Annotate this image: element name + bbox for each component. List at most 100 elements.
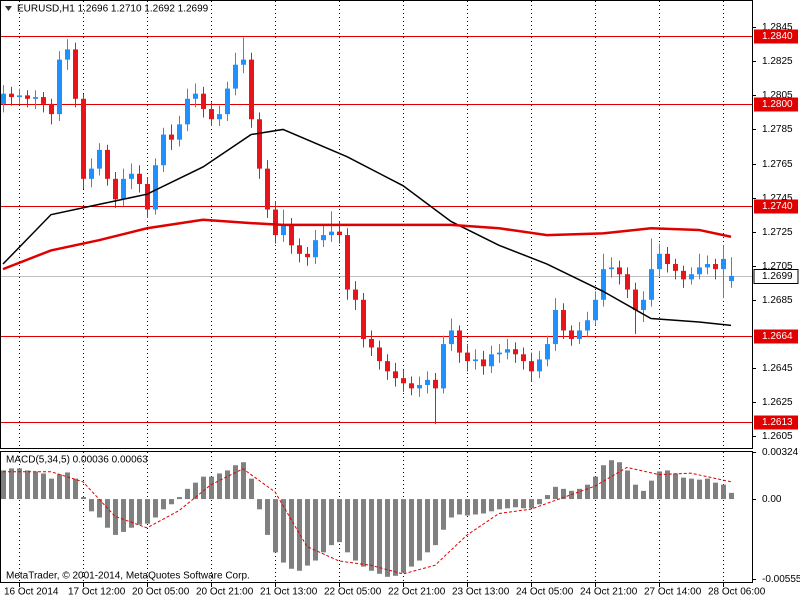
level-box [754, 29, 798, 44]
macd-bar [217, 473, 222, 500]
macd-bar [673, 473, 678, 500]
candle-body [425, 379, 430, 385]
y-tick-label: 1.2685 [762, 295, 793, 306]
candle-body [665, 253, 670, 265]
y-tick-label: 1.2705 [762, 261, 793, 272]
candle-body [657, 253, 662, 270]
watermark: MetaTrader, © 2001-2014, MetaQuotes Soft… [6, 571, 250, 582]
macd-bar [473, 499, 478, 515]
candle-body [257, 119, 262, 169]
level-box [754, 97, 798, 112]
macd-bar [321, 499, 326, 553]
level-label: 1.2800 [762, 99, 793, 110]
candle-body [297, 245, 302, 254]
macd-bar [537, 499, 542, 505]
macd-bar [401, 499, 406, 573]
candle-body [417, 384, 422, 389]
macd-bar [729, 492, 734, 500]
macd-bar [441, 499, 446, 530]
macd-bar [433, 499, 438, 546]
macd-bar [65, 472, 70, 500]
macd-bar [57, 474, 62, 500]
candle-body [121, 178, 126, 200]
candle-body [537, 359, 542, 372]
macd-bar [377, 499, 382, 574]
candle-body [393, 371, 398, 379]
candle-body [273, 209, 278, 236]
macd-bar [185, 488, 190, 500]
candle-body [617, 267, 622, 275]
indicator-title: MACD(5,34,5) 0.00036 0.00063 [6, 455, 148, 466]
candle-body [593, 299, 598, 321]
macd-bar [409, 499, 414, 567]
macd-bar [561, 488, 566, 500]
macd-bar [665, 470, 670, 500]
macd-bar [657, 471, 662, 500]
candle-body [721, 258, 726, 270]
macd-bar [113, 499, 118, 535]
macd-bar [233, 465, 238, 500]
candle-body [89, 168, 94, 179]
macd-bar [305, 499, 310, 566]
macd-bar [89, 499, 94, 512]
macd-bar [297, 499, 302, 571]
candle-body [33, 97, 38, 99]
macd-bar [81, 497, 86, 500]
candle-body [553, 310, 558, 345]
candle-body [633, 289, 638, 311]
macd-bar [385, 499, 390, 577]
macd-bar [281, 499, 286, 563]
x-tick-label: 24 Oct 21:00 [580, 587, 638, 598]
macd-bar [497, 499, 502, 510]
candle-body [193, 93, 198, 99]
macd-bar [17, 468, 22, 500]
candle-body [169, 134, 174, 140]
y-tick-label: 1.2645 [762, 363, 793, 374]
candle-body [449, 330, 454, 345]
candle-body [233, 64, 238, 89]
moving-average [2, 218, 732, 271]
macd-bar [313, 499, 318, 561]
y-tick-label: 1.2765 [762, 159, 793, 170]
candle-body [209, 109, 214, 120]
candle-body [729, 275, 734, 282]
macd-bar [633, 484, 638, 500]
last-price-box [753, 269, 799, 284]
candle-body [353, 289, 358, 300]
level-label: 1.2613 [762, 417, 793, 428]
candle-body [545, 344, 550, 360]
candle-body [497, 352, 502, 355]
macd-bar [241, 462, 246, 500]
macd-bar [457, 499, 462, 515]
candle-body [129, 173, 134, 179]
level-box [754, 415, 798, 430]
macd-bar [721, 484, 726, 500]
y-tick-label: 1.2725 [762, 227, 793, 238]
x-tick-label: 22 Oct 05:00 [324, 587, 382, 598]
candle-body [601, 269, 606, 300]
macd-bar [417, 499, 422, 561]
macd-bar [9, 468, 14, 500]
macd-bar [265, 499, 270, 535]
macd-bar [481, 499, 486, 514]
x-tick-label: 20 Oct 21:00 [196, 587, 254, 598]
macd-bar [465, 499, 470, 516]
macd-bar [249, 478, 254, 500]
macd-bar [513, 499, 518, 508]
candle-body [249, 59, 254, 120]
candle-body [137, 173, 142, 184]
macd-bar [161, 499, 166, 510]
x-tick-label: 16 Oct 2014 [4, 587, 59, 598]
macd-bar [121, 499, 126, 532]
macd-bar [73, 478, 78, 500]
moving-average [2, 128, 732, 327]
candle-body [481, 359, 486, 367]
macd-bar [153, 499, 158, 518]
candle-body [409, 383, 414, 389]
y-tick-label: 1.2745 [762, 193, 793, 204]
macd-bar [289, 499, 294, 569]
macd-bar [353, 499, 358, 561]
macd-bar [553, 486, 558, 500]
candle-body [457, 330, 462, 353]
